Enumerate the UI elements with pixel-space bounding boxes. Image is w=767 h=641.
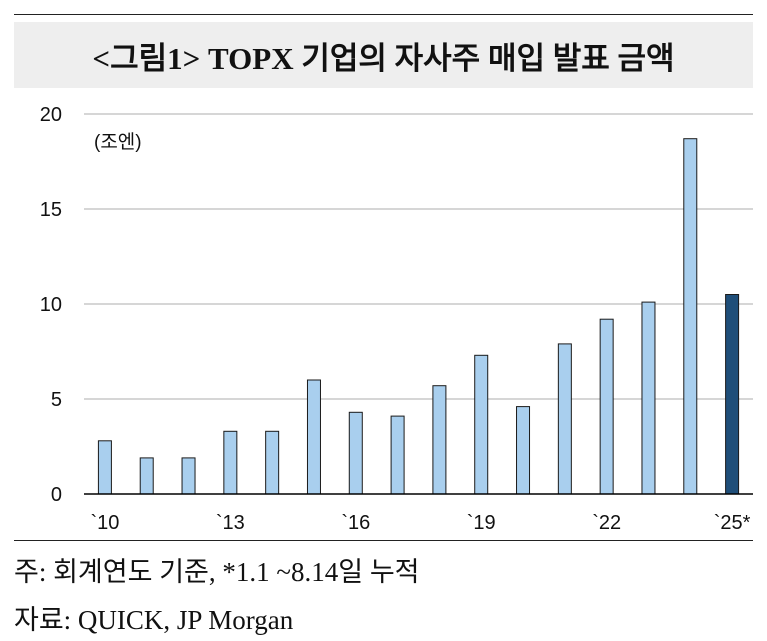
x-tick-label: `13 [216, 512, 245, 534]
bar-2021 [557, 343, 572, 495]
basis-note: 주: 회계연도 기준, *1.1 ~8.14일 누적 [14, 557, 420, 587]
bar-2011 [139, 457, 154, 495]
bar-2019 [474, 354, 489, 495]
y-tick-label: 5 [51, 389, 62, 411]
unit-label: (조엔) [94, 131, 142, 153]
chart-title: <그림1> TOPX 기업의 자사주 매입 발표 금액 [14, 22, 753, 88]
y-tick-label: 10 [40, 294, 62, 316]
x-tick-label: `10 [90, 512, 119, 534]
bottom-rule [14, 540, 753, 541]
bar-2018 [432, 385, 447, 495]
y-tick-label: 15 [40, 199, 62, 221]
bar-2024 [683, 138, 698, 495]
bar-2010 [97, 440, 112, 495]
bar-2022 [599, 318, 614, 495]
source-note: 자료: QUICK, JP Morgan [14, 605, 294, 635]
bar-chart: 0 5 10 15 20 (조엔) `10 `13 `16 `19 `22 `25* [40, 104, 753, 534]
y-tick-label: 0 [51, 484, 62, 506]
bar-2014 [265, 430, 280, 495]
bar-2016 [348, 411, 363, 495]
x-tick-label: `22 [592, 512, 621, 534]
y-tick-label: 20 [40, 104, 62, 126]
top-rule [14, 14, 753, 15]
bar-2023 [641, 301, 656, 495]
bar-2015 [306, 379, 321, 495]
x-tick-label: `19 [467, 512, 496, 534]
bar-2012 [181, 457, 196, 495]
bar-2017 [390, 415, 405, 495]
x-tick-label: `25* [714, 512, 751, 534]
bar-2020 [516, 406, 531, 495]
bar-2025 [725, 294, 740, 495]
bar-2013 [223, 430, 238, 495]
x-tick-label: `16 [341, 512, 370, 534]
